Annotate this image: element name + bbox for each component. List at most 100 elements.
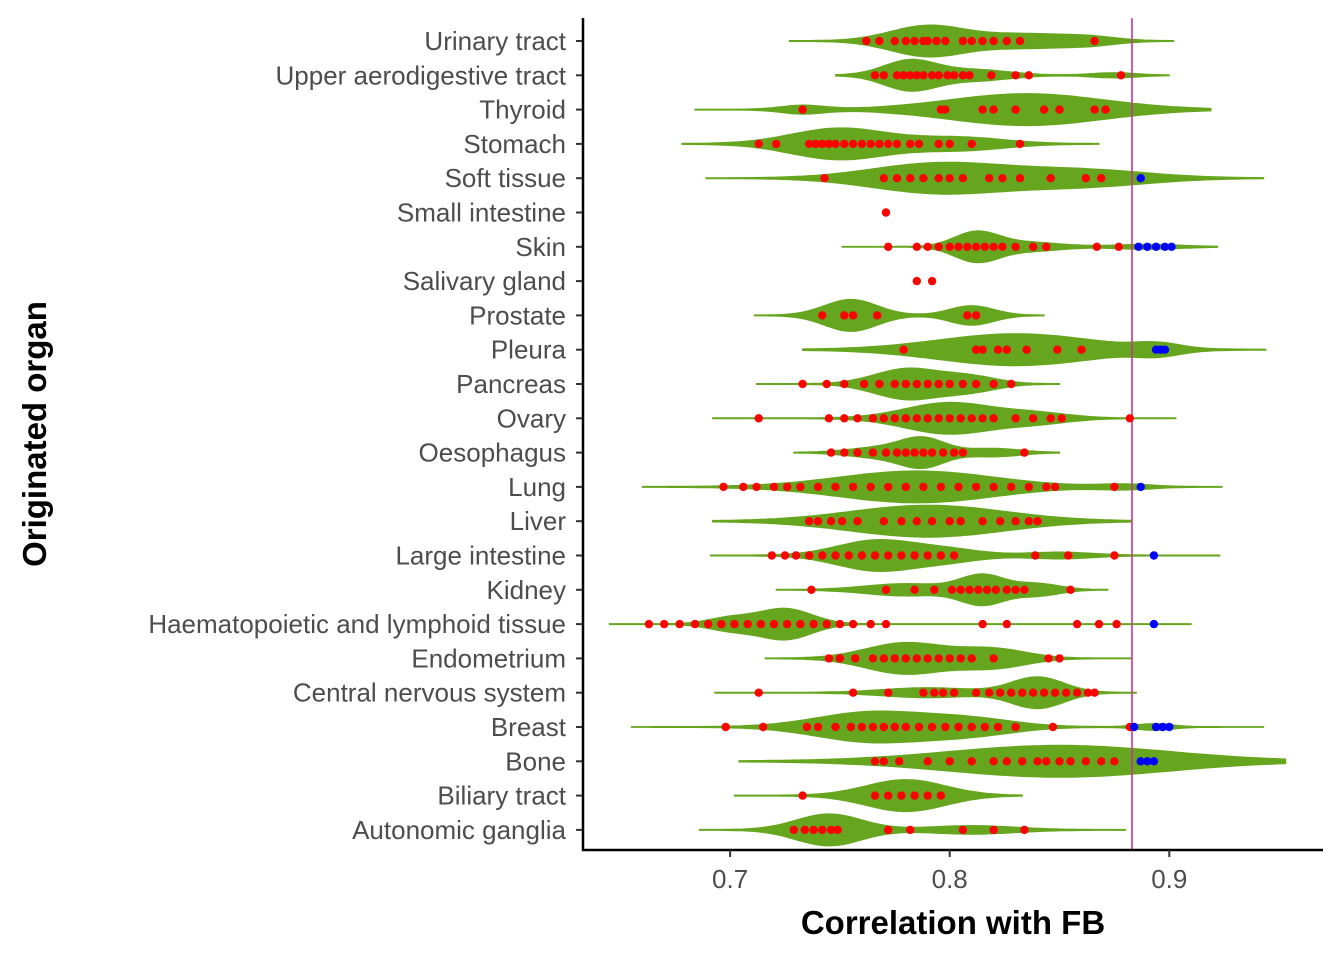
data-point bbox=[901, 482, 910, 492]
data-point bbox=[895, 757, 904, 766]
data-point bbox=[884, 791, 893, 800]
data-point bbox=[1112, 619, 1121, 629]
data-point bbox=[756, 619, 766, 629]
data-point bbox=[870, 757, 880, 766]
data-point bbox=[857, 722, 867, 732]
data-point bbox=[954, 482, 963, 492]
data-point bbox=[919, 688, 928, 697]
data-point bbox=[993, 345, 1003, 354]
y-tick-label: Small intestine bbox=[397, 198, 566, 228]
data-point bbox=[813, 517, 823, 526]
data-point bbox=[721, 722, 730, 732]
data-point bbox=[868, 722, 878, 732]
data-point bbox=[809, 619, 818, 629]
data-point bbox=[914, 139, 924, 149]
data-point bbox=[1011, 105, 1020, 114]
data-point bbox=[884, 242, 893, 251]
data-point bbox=[1007, 482, 1016, 492]
x-axis-title: Correlation with FB bbox=[801, 904, 1105, 941]
data-point bbox=[754, 414, 763, 423]
data-point bbox=[923, 242, 932, 251]
y-tick-label: Haematopoietic and lymphoid tissue bbox=[148, 609, 566, 639]
y-tick-label: Biliary tract bbox=[437, 781, 566, 811]
data-point bbox=[927, 276, 937, 286]
data-point bbox=[974, 585, 983, 594]
x-tick-label: 0.9 bbox=[1151, 864, 1187, 894]
data-point bbox=[989, 654, 998, 663]
data-point bbox=[1055, 105, 1064, 114]
data-point bbox=[840, 311, 849, 320]
data-point bbox=[949, 71, 959, 80]
violin bbox=[608, 607, 1192, 641]
data-point bbox=[906, 825, 915, 835]
y-tick-label: Pleura bbox=[491, 335, 567, 365]
data-point bbox=[824, 414, 834, 423]
violin bbox=[775, 573, 1109, 607]
data-point bbox=[1031, 551, 1040, 560]
data-point bbox=[945, 517, 954, 526]
data-point bbox=[884, 688, 893, 697]
data-point bbox=[912, 414, 921, 423]
y-tick-label: Autonomic ganglia bbox=[352, 815, 566, 845]
data-point bbox=[881, 448, 891, 457]
violin bbox=[738, 744, 1287, 778]
data-point bbox=[859, 379, 869, 389]
data-point bbox=[868, 654, 878, 663]
y-tick-label: Ovary bbox=[497, 403, 566, 433]
data-point bbox=[978, 345, 987, 354]
data-point bbox=[783, 619, 792, 629]
data-point-above-threshold bbox=[1136, 757, 1145, 766]
data-point bbox=[837, 517, 847, 526]
data-point bbox=[945, 654, 954, 663]
data-point bbox=[941, 722, 950, 732]
data-point-above-threshold bbox=[1130, 722, 1139, 732]
data-point bbox=[1011, 517, 1020, 526]
data-point bbox=[840, 139, 849, 149]
data-point bbox=[936, 482, 946, 492]
data-point bbox=[844, 551, 853, 560]
data-point bbox=[998, 242, 1007, 251]
data-point bbox=[989, 482, 998, 492]
data-point bbox=[1125, 414, 1135, 423]
data-point bbox=[820, 174, 829, 183]
data-point bbox=[927, 517, 937, 526]
data-point-above-threshold bbox=[1165, 722, 1174, 732]
data-point bbox=[1057, 414, 1066, 423]
data-point bbox=[811, 139, 820, 149]
data-point bbox=[927, 722, 937, 732]
data-point bbox=[1110, 551, 1119, 560]
data-point bbox=[857, 139, 867, 149]
data-point bbox=[967, 757, 976, 766]
data-point bbox=[1046, 414, 1055, 423]
data-point bbox=[958, 71, 968, 80]
data-point bbox=[934, 139, 943, 149]
data-point bbox=[901, 36, 910, 46]
data-point bbox=[910, 448, 919, 457]
data-point bbox=[1007, 379, 1016, 389]
data-point bbox=[989, 105, 998, 114]
data-point bbox=[906, 174, 915, 183]
y-tick-label: Skin bbox=[515, 232, 566, 262]
data-point bbox=[800, 825, 809, 835]
data-point bbox=[978, 517, 987, 526]
data-point bbox=[912, 71, 921, 80]
data-point bbox=[772, 139, 781, 149]
data-point bbox=[989, 242, 998, 251]
data-point bbox=[831, 551, 840, 560]
data-point-above-threshold bbox=[1136, 482, 1145, 492]
data-point bbox=[919, 482, 928, 492]
data-point bbox=[826, 825, 836, 835]
data-point bbox=[851, 654, 860, 663]
data-point bbox=[1061, 688, 1071, 697]
data-point bbox=[982, 585, 992, 594]
data-point bbox=[987, 71, 996, 80]
data-point bbox=[890, 36, 899, 46]
data-point-above-threshold bbox=[1158, 722, 1167, 732]
violin bbox=[712, 401, 1177, 435]
data-point bbox=[890, 722, 899, 732]
data-point bbox=[824, 654, 834, 663]
data-point bbox=[934, 379, 943, 389]
data-point bbox=[866, 139, 875, 149]
data-point bbox=[704, 619, 713, 629]
y-tick-label: Salivary gland bbox=[403, 266, 566, 296]
